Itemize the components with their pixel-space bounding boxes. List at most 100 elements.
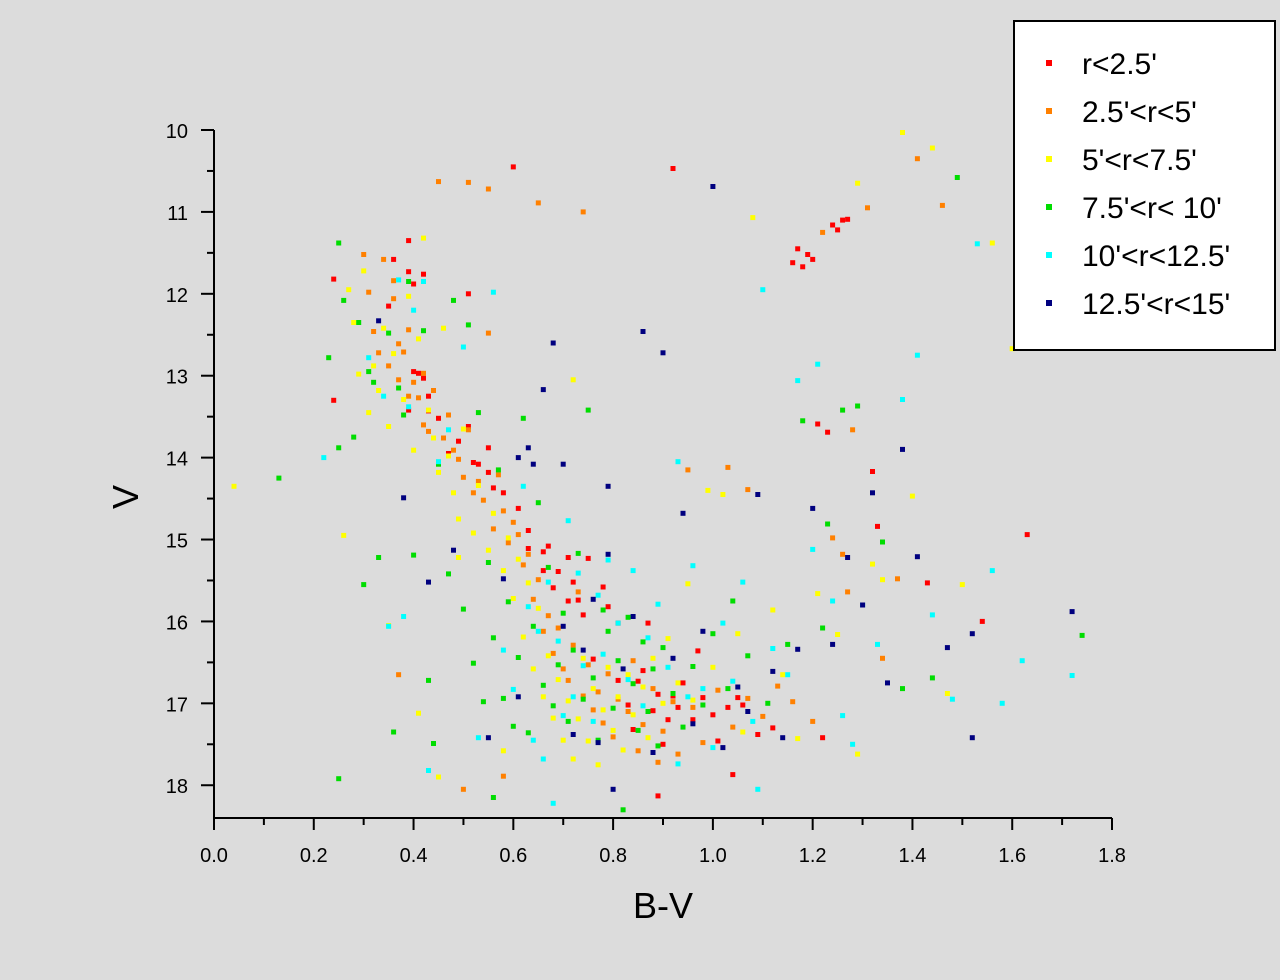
- data-point: [570, 642, 576, 648]
- data-point: [436, 459, 441, 465]
- data-point: [525, 445, 531, 451]
- data-point: [600, 651, 606, 657]
- data-point: [505, 599, 511, 605]
- data-point: [460, 426, 466, 432]
- data-point: [610, 734, 616, 740]
- data-point: [421, 279, 426, 284]
- data-point: [525, 604, 531, 610]
- data-point: [850, 741, 856, 747]
- data-point: [635, 727, 641, 733]
- data-point: [640, 329, 646, 334]
- data-point: [580, 696, 586, 702]
- data-point: [610, 705, 616, 711]
- data-point: [386, 303, 392, 309]
- data-point: [441, 435, 446, 441]
- data-point: [765, 700, 771, 706]
- data-point: [570, 756, 576, 762]
- data-point: [530, 666, 536, 672]
- data-point: [426, 579, 431, 585]
- data-point: [361, 582, 367, 588]
- data-point: [356, 371, 362, 377]
- data-point: [909, 493, 915, 499]
- data-point: [630, 681, 636, 687]
- legend-entry: 12.5'<r<15': [1046, 288, 1230, 321]
- data-point: [376, 555, 382, 560]
- data-point: [710, 184, 716, 189]
- data-point: [700, 740, 706, 746]
- data-point: [391, 296, 397, 302]
- data-point: [855, 751, 861, 757]
- data-point: [1009, 346, 1015, 352]
- data-point: [560, 623, 566, 629]
- data-point: [475, 461, 481, 467]
- data-point: [500, 748, 506, 754]
- data-point: [371, 379, 377, 385]
- data-point: [755, 492, 761, 497]
- data-point: [595, 592, 601, 598]
- data-point: [475, 735, 481, 741]
- data-point: [595, 689, 601, 695]
- data-point: [426, 428, 431, 434]
- data-point: [426, 393, 431, 399]
- data-point: [416, 395, 421, 401]
- data-point: [570, 732, 576, 737]
- data-point: [625, 702, 631, 708]
- data-point: [276, 475, 282, 481]
- data-point: [974, 241, 980, 247]
- data-point: [870, 561, 875, 567]
- x-tick-label: 1.2: [799, 845, 827, 867]
- data-point: [600, 584, 606, 590]
- data-point: [515, 505, 521, 511]
- x-axis-label: B-V: [633, 885, 693, 926]
- data-point: [540, 694, 546, 700]
- data-point: [924, 580, 930, 586]
- legend-label: 2.5'<r<5': [1082, 96, 1197, 129]
- data-point: [725, 686, 731, 692]
- data-point: [470, 530, 476, 536]
- data-point: [700, 628, 706, 634]
- data-point: [451, 447, 456, 453]
- x-tick-label: 0.0: [200, 845, 228, 867]
- data-point: [336, 240, 342, 246]
- data-point: [510, 723, 516, 729]
- data-point: [485, 547, 491, 553]
- data-point: [900, 686, 905, 692]
- data-point: [610, 786, 616, 792]
- series-2: [231, 130, 1015, 780]
- data-point: [914, 352, 920, 358]
- data-point: [336, 445, 342, 451]
- data-point: [835, 632, 841, 637]
- data-point: [550, 340, 556, 346]
- data-point: [670, 655, 676, 661]
- data-point: [630, 712, 636, 718]
- data-point: [655, 691, 661, 697]
- data-point: [431, 435, 436, 441]
- data-point: [590, 656, 596, 662]
- data-point: [870, 469, 875, 474]
- data-point: [396, 672, 402, 678]
- data-point: [605, 628, 611, 634]
- data-point: [969, 631, 975, 637]
- data-point: [710, 631, 716, 637]
- data-point: [845, 589, 851, 595]
- data-point: [386, 424, 392, 429]
- data-point: [580, 663, 586, 669]
- data-point: [356, 320, 362, 325]
- data-point: [470, 460, 476, 465]
- data-point: [620, 666, 626, 672]
- data-point: [580, 647, 586, 653]
- data-point: [406, 238, 412, 244]
- data-point: [361, 268, 367, 274]
- data-point: [605, 557, 611, 563]
- data-point: [665, 717, 671, 723]
- data-point: [720, 492, 726, 497]
- data-point: [490, 510, 496, 516]
- data-point: [545, 653, 551, 659]
- data-point: [815, 591, 821, 597]
- data-point: [855, 180, 861, 186]
- data-point: [485, 735, 491, 741]
- data-point: [460, 606, 466, 612]
- data-point: [979, 618, 985, 624]
- data-point: [860, 602, 866, 608]
- data-point: [366, 289, 372, 295]
